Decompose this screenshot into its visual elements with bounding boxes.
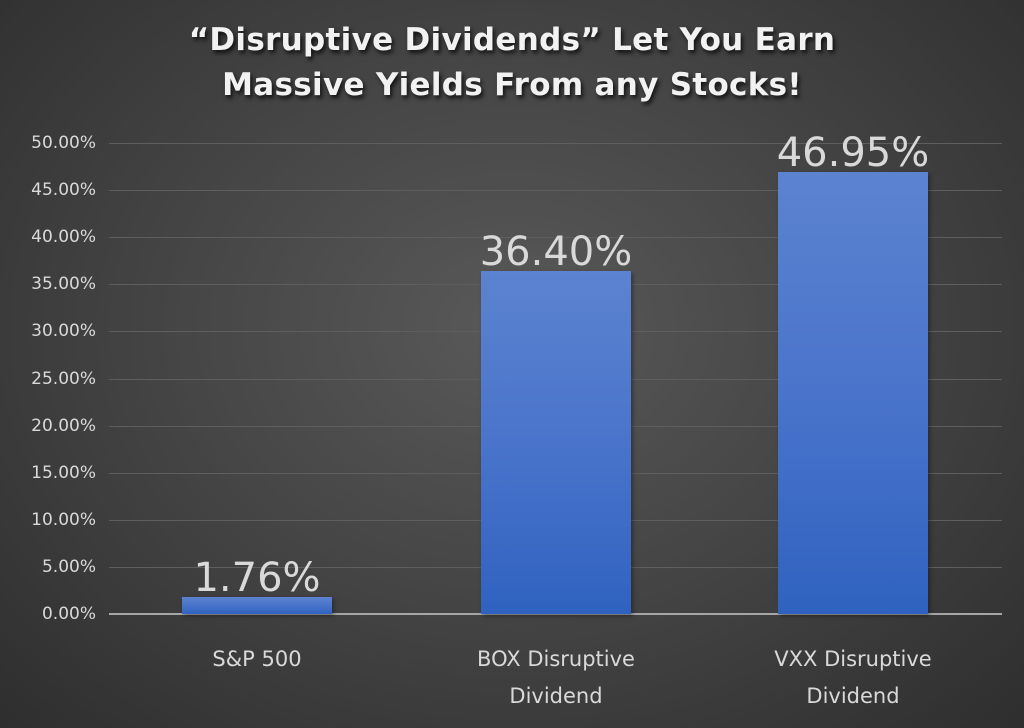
y-tick-label: 10.00% [31, 509, 96, 530]
x-axis-line [109, 613, 1002, 615]
gridline [109, 143, 1002, 144]
data-label: 36.40% [479, 229, 633, 276]
y-tick-label: 15.00% [31, 462, 96, 483]
chart-title: “Disruptive Dividends” Let You Earn Mass… [0, 18, 1024, 108]
x-category-label: VXX Disruptive Dividend [774, 647, 932, 708]
data-label: 1.76% [193, 555, 321, 602]
bar [778, 171, 928, 614]
y-tick-label: 0.00% [41, 604, 96, 624]
y-tick-label: 5.00% [41, 556, 96, 577]
y-tick-label: 45.00% [31, 180, 96, 201]
y-tick-label: 50.00% [31, 133, 96, 153]
gridline [109, 237, 1002, 239]
x-category-label: S&P 500 [212, 647, 302, 671]
y-tick-label: 25.00% [31, 368, 96, 389]
bar [182, 597, 332, 614]
gridline [109, 190, 1002, 192]
x-category-label: BOX Disruptive Dividend [477, 647, 635, 708]
chart-title-line-1: “Disruptive Dividends” Let You Earn [188, 22, 836, 58]
y-tick-label: 40.00% [31, 227, 96, 248]
y-tick-label: 35.00% [31, 274, 96, 295]
y-tick-label: 30.00% [31, 321, 96, 342]
data-label: 46.95% [776, 129, 930, 176]
y-tick-label: 20.00% [31, 415, 96, 436]
bar [481, 271, 631, 614]
chart-title-line-2: Massive Yields From any Stocks! [222, 67, 802, 103]
